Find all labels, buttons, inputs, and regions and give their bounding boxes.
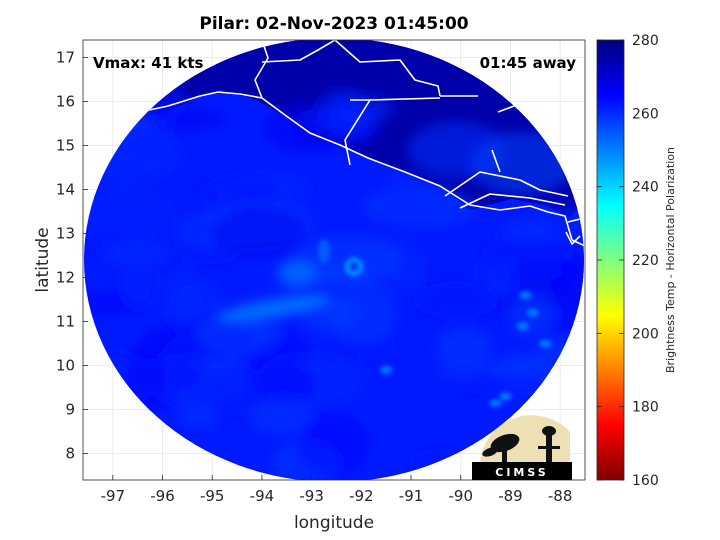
texture-blob <box>209 208 311 256</box>
x-tick-label: -88 <box>548 487 573 505</box>
y-tick-label: 9 <box>65 401 75 419</box>
y-tick-label: 14 <box>56 181 75 199</box>
x-tick-label: -89 <box>498 487 523 505</box>
colorbar-tick-label: 180 <box>632 400 659 416</box>
texture-blob <box>328 287 396 344</box>
convective-cells <box>380 291 552 407</box>
x-tick-label: -92 <box>349 487 374 505</box>
convective-cell <box>516 322 529 330</box>
rain-band-segment <box>276 259 317 288</box>
eyewall-arc <box>318 239 331 264</box>
colorbar: 160 180 200 220 240 260 280 Brightness Temp - … <box>596 33 677 489</box>
convective-cell <box>380 366 393 374</box>
time-offset-annotation: 01:45 away <box>480 54 577 72</box>
y-axis-label: latitude <box>33 227 53 292</box>
texture-blob <box>355 341 400 362</box>
texture-blob <box>454 374 564 396</box>
texture-blob <box>84 290 146 318</box>
vmax-annotation: Vmax: 41 kts <box>93 54 203 72</box>
texture-blob <box>164 269 203 332</box>
texture-blob <box>197 177 279 207</box>
colorbar-tick-label: 280 <box>632 33 659 49</box>
y-tick-label: 17 <box>56 49 75 67</box>
colorbar-tick-label: 240 <box>632 180 659 196</box>
eye-ring <box>344 257 363 276</box>
storm-features <box>217 239 552 407</box>
texture-blob <box>195 315 282 353</box>
y-tick-label: 8 <box>65 445 75 463</box>
texture-blob <box>297 413 370 476</box>
texture-blob <box>470 131 574 196</box>
colorbar-ticks: 160 180 200 220 240 260 280 <box>597 33 659 489</box>
convective-cell <box>539 339 552 348</box>
texture-blob <box>511 259 583 283</box>
x-tick-label: -97 <box>101 487 126 505</box>
texture-blob <box>413 281 499 319</box>
y-tick-label: 12 <box>56 269 75 287</box>
y-tick-label: 11 <box>56 313 75 331</box>
x-tick-label: -96 <box>150 487 175 505</box>
chart-title: Pilar: 02-Nov-2023 01:45:00 <box>199 14 468 34</box>
x-tick-label: -91 <box>399 487 424 505</box>
texture-blob <box>93 359 207 392</box>
x-axis-label: longitude <box>294 513 374 533</box>
texture-blob <box>382 172 425 232</box>
y-tick-label: 13 <box>56 225 75 243</box>
storm-center <box>318 239 363 276</box>
texture-blob <box>241 365 318 406</box>
colorbar-tick-label: 220 <box>632 253 659 269</box>
swath-image <box>84 40 584 480</box>
convective-cell <box>489 399 502 407</box>
colorbar-tick-label: 260 <box>632 106 659 122</box>
x-tick-label: -95 <box>200 487 225 505</box>
texture-blob <box>178 403 218 428</box>
texture-blob <box>84 184 173 248</box>
x-tick-label: -93 <box>299 487 324 505</box>
y-axis: 8 9 10 11 12 13 14 15 16 17 <box>56 49 88 463</box>
texture-blob <box>536 390 580 420</box>
x-tick-label: -90 <box>448 487 473 505</box>
y-tick-label: 10 <box>56 357 75 375</box>
cimss-logo-icon: CIMSS <box>472 415 572 480</box>
logo-text: CIMSS <box>495 466 548 479</box>
x-axis: -97 -96 -95 -94 -93 -92 -91 -90 -89 -88 <box>101 475 573 505</box>
texture-blob <box>249 396 314 435</box>
y-tick-label: 15 <box>56 137 75 155</box>
plot-frame <box>82 39 586 481</box>
y-tick-label: 16 <box>56 93 75 111</box>
colorbar-label: Brightness Temp - Horizontal Polarizatio… <box>664 147 677 373</box>
convective-cell <box>526 308 539 317</box>
x-tick-label: -94 <box>250 487 275 505</box>
convective-cell <box>519 291 532 300</box>
texture-blob <box>84 127 182 181</box>
texture-blob <box>102 243 170 265</box>
texture-blob <box>144 81 188 120</box>
texture-blob <box>119 255 157 309</box>
convective-cell <box>499 392 512 401</box>
coastline <box>84 40 584 247</box>
texture-blob <box>329 99 379 141</box>
texture-blob <box>501 219 557 243</box>
colorbar-tick-label: 160 <box>632 473 659 489</box>
rain-band-segment <box>217 294 332 322</box>
brightness-texture <box>84 81 584 480</box>
rain-band <box>217 259 332 322</box>
colorbar-tick-label: 200 <box>632 326 659 342</box>
